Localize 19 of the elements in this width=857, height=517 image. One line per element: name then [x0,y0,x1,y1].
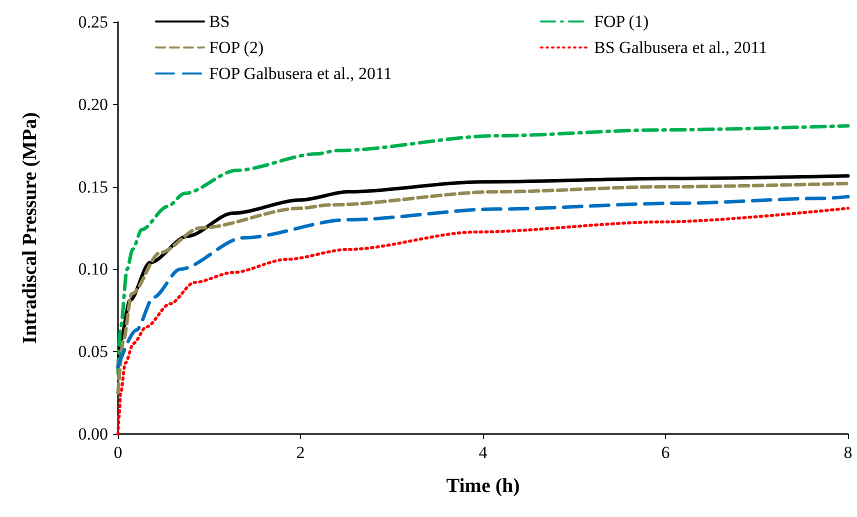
legend-label: BS Galbusera et al., 2011 [594,38,768,57]
x-tick-label: 8 [844,443,852,462]
y-tick-label: 0.25 [78,12,108,32]
legend-label: FOP Galbusera et al., 2011 [209,64,392,83]
y-tick-label: 0.05 [78,342,108,362]
y-tick-label: 0.00 [78,424,108,444]
y-tick-label: 0.20 [78,94,108,114]
legend-label: FOP (1) [594,12,649,31]
line-series [116,124,850,375]
legend-label: BS [209,12,230,31]
x-tick-label: 2 [296,443,305,462]
x-tick-label: 6 [661,443,670,462]
y-axis-title: Intradiscal Pressure (MPa) [19,112,41,344]
y-tick-label: 0.15 [78,177,108,196]
legend-label: FOP (2) [209,38,264,57]
y-tick-label: 0.10 [78,260,108,279]
x-tick-label: 0 [114,443,122,462]
x-tick-label: 4 [478,443,488,462]
x-axis-title: Time (h) [446,475,520,497]
